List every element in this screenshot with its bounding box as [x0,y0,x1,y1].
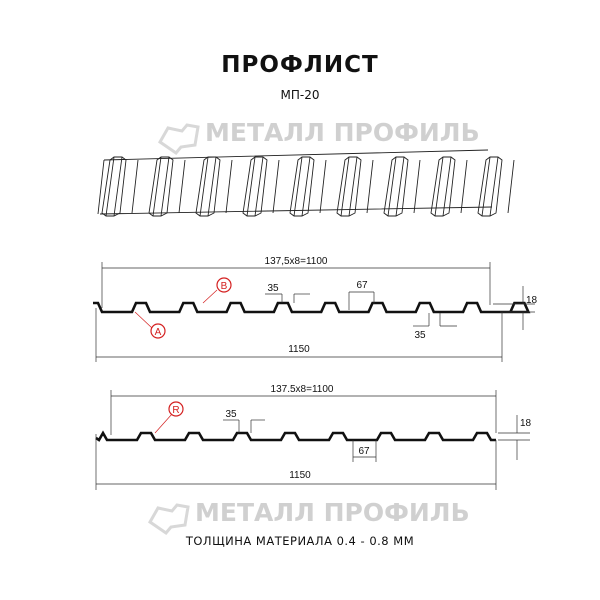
profile-r-rib-width-label: 67 [358,446,370,457]
profile-a-top-width-label: 35 [267,283,279,294]
callout-b: B [221,281,228,292]
profile-r-pitch-label: 137.5x8=1100 [271,384,334,395]
profile-r-line [95,430,496,442]
callout-r: R [172,405,179,416]
profile-a-rib-width-label: 67 [356,280,368,291]
page-title: ПРОФЛИСТ [221,52,379,78]
watermark-logo-2: МЕТАЛЛ ПРОФИЛЬ [148,498,470,536]
profile-r-top-width-label: 35 [225,409,237,420]
profile-a-width-label: 1150 [288,344,310,355]
profile-r-width-label: 1150 [289,470,311,481]
page-subtitle: МП-20 [280,88,320,102]
callout-a: A [155,327,162,338]
sheet-3d-view [97,149,515,217]
profile-a-line [93,301,531,314]
watermark-text-2: МЕТАЛЛ ПРОФИЛЬ [195,498,470,527]
profile-a-height-label: 18 [526,295,538,306]
profile-a-dimensions [95,262,535,362]
profile-a-bottom-width-label: 35 [414,330,426,341]
profile-r-height-label: 18 [520,418,532,429]
profile-a-pitch-label: 137,5x8=1100 [265,256,328,267]
material-thickness-note: ТОЛЩИНА МАТЕРИАЛА 0.4 - 0.8 ММ [185,534,415,548]
profile-r-dimensions [95,390,530,490]
watermark-text-1: МЕТАЛЛ ПРОФИЛЬ [205,118,480,147]
watermark-logo-1: МЕТАЛЛ ПРОФИЛЬ [158,118,480,156]
